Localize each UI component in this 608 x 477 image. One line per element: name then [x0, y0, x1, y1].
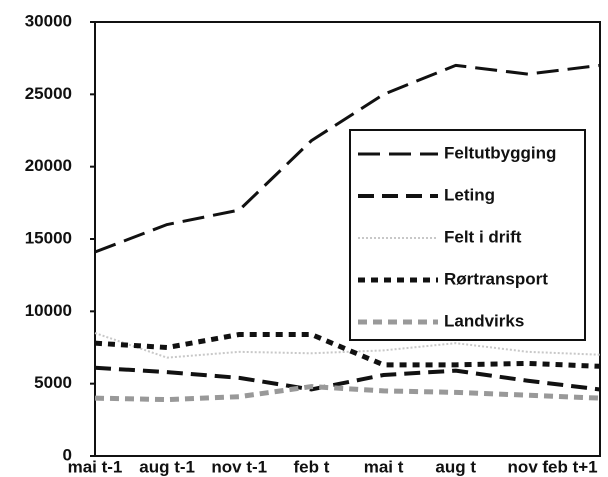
series-line	[94, 384, 601, 403]
x-tick-label: mai t	[364, 457, 404, 476]
x-tick-label: feb t	[293, 457, 329, 476]
x-tick-label: nov t	[508, 457, 549, 476]
legend-label: Rørtransport	[444, 269, 548, 288]
series-line	[94, 332, 601, 359]
y-tick-label: 20000	[25, 156, 72, 175]
legend-label: Leting	[444, 185, 495, 204]
legend-label: Felt i drift	[444, 227, 522, 246]
x-tick-label: aug t	[435, 457, 476, 476]
series-line	[94, 365, 601, 392]
legend-box	[349, 129, 586, 341]
x-tick-label: mai t-1	[68, 457, 123, 476]
y-tick-label: 10000	[25, 301, 72, 320]
series-line	[94, 63, 601, 254]
y-tick-label: 5000	[34, 373, 72, 392]
legend-label: Landvirks	[444, 311, 524, 330]
x-tick-label: aug t-1	[139, 457, 195, 476]
x-tick-label: feb t+1	[542, 457, 597, 476]
y-tick-label: 15000	[25, 228, 72, 247]
y-tick-label: 25000	[25, 84, 72, 103]
y-tick-label: 30000	[25, 11, 72, 30]
legend-label: Feltutbygging	[444, 143, 556, 162]
series-line	[94, 331, 601, 369]
x-tick-label: nov t-1	[211, 457, 267, 476]
y-tick-label: 0	[63, 445, 72, 464]
